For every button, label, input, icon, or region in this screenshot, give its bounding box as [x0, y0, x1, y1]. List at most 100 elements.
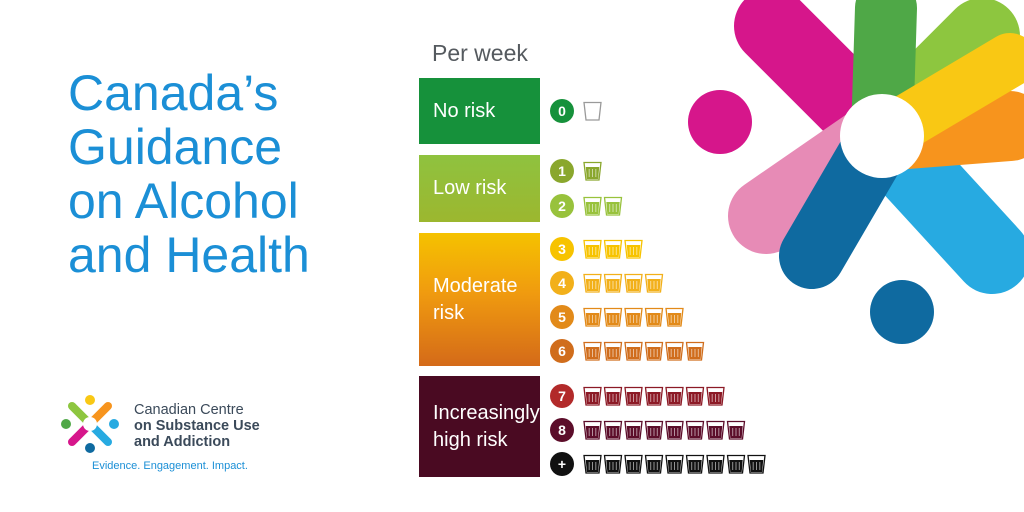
- glass-icon: [603, 239, 623, 259]
- org-name: Canadian Centre on Substance Use and Add…: [134, 402, 260, 450]
- brand-graphic: [688, 0, 1024, 344]
- glass-icon: [644, 386, 664, 406]
- glass-icon: [726, 454, 746, 474]
- glass-icon: [624, 454, 643, 474]
- org-name-line-1: Canadian Centre: [134, 402, 244, 418]
- category-label-line-2: high risk: [433, 428, 508, 451]
- headline-line-3: on Alcohol: [68, 173, 299, 229]
- headline-line-4: and Health: [68, 227, 310, 283]
- category-label-line-2: risk: [433, 301, 465, 324]
- glass-icon: [583, 239, 602, 259]
- glass-group: [583, 454, 766, 474]
- glass-icon: [603, 454, 623, 474]
- glass-icon: [644, 273, 664, 293]
- glass-icon: [624, 386, 643, 406]
- glass-icon: [706, 420, 725, 440]
- headline: Canada’s Guidance on Alcohol and Health: [68, 66, 398, 282]
- drink-count-badge: 2: [550, 194, 574, 218]
- glass-group: [583, 307, 684, 327]
- glasses: [583, 341, 706, 361]
- glass-icon: [624, 420, 643, 440]
- glass-icon: [583, 161, 602, 181]
- glass-icon: [747, 454, 766, 474]
- glass-icon: [603, 196, 623, 216]
- category-label-line-1: Moderate: [433, 274, 518, 297]
- glass-icon: [624, 239, 643, 259]
- glass-icon: [665, 454, 684, 474]
- drink-count-badge: 7: [550, 384, 574, 408]
- category-no-risk: No risk: [419, 78, 540, 144]
- headline-line-1: Canada’s: [68, 65, 279, 121]
- glass-icon: [665, 420, 684, 440]
- drink-count-badge: 1: [550, 159, 574, 183]
- glass-icon: [603, 307, 623, 327]
- glass-group: [583, 101, 602, 121]
- glass-icon: [665, 386, 684, 406]
- glasses: [583, 161, 604, 181]
- per-week-label: Per week: [432, 40, 528, 66]
- glass-icon: [644, 454, 664, 474]
- glass-group: [583, 273, 664, 293]
- glass-icon: [603, 273, 623, 293]
- glass-icon: [685, 341, 705, 361]
- category-label: Low risk: [433, 177, 507, 199]
- org-name-line-2: on Substance Use: [134, 418, 260, 434]
- glass-icon: [685, 386, 705, 406]
- org-tagline: Evidence. Engagement. Impact.: [92, 460, 248, 472]
- glasses: [583, 420, 747, 440]
- glass-icon: [624, 341, 643, 361]
- glasses: [583, 307, 686, 327]
- drink-count-badge: 8: [550, 418, 574, 442]
- glass-icon: [624, 273, 643, 293]
- drink-count-badge: +: [550, 452, 574, 476]
- glass-icon: [583, 273, 602, 293]
- glass-icon: [583, 196, 602, 216]
- glass-icon: [644, 307, 664, 327]
- category-label-line-1: Increasingly: [433, 401, 540, 424]
- glass-icon: [685, 420, 705, 440]
- glasses: [583, 454, 768, 474]
- drink-count-badge: 3: [550, 237, 574, 261]
- glass-group: [583, 341, 705, 361]
- glass-icon: [665, 307, 684, 327]
- glass-icon: [583, 386, 602, 406]
- glass-icon: [603, 420, 623, 440]
- ccsa-logo-icon: [61, 395, 119, 453]
- glass-icon: [624, 307, 643, 327]
- glasses: [583, 239, 645, 259]
- category-label: No risk: [433, 99, 496, 122]
- drink-count-badge: 6: [550, 339, 574, 363]
- glasses: [583, 101, 604, 121]
- category-low-risk: Low risk: [419, 155, 540, 222]
- glass-icon: [665, 341, 684, 361]
- glass-icon: [644, 341, 664, 361]
- glasses: [583, 273, 665, 293]
- drink-count-badge: 5: [550, 305, 574, 329]
- glass-icon: [726, 420, 746, 440]
- glass-group: [583, 420, 746, 440]
- glass-icon: [685, 454, 705, 474]
- glass-icon: [603, 386, 623, 406]
- glass-group: [583, 161, 602, 181]
- headline-line-2: Guidance: [68, 119, 283, 175]
- category-moderate-risk: Moderate risk: [419, 233, 540, 366]
- ccsa-logo-block: Canadian Centre on Substance Use and Add…: [58, 392, 298, 482]
- glass-icon: [706, 454, 725, 474]
- glass-icon: [583, 307, 602, 327]
- glass-group: [583, 239, 643, 259]
- drink-count-badge: 4: [550, 271, 574, 295]
- glass-group: [583, 386, 725, 406]
- glass-icon: [644, 420, 664, 440]
- glass-icon: [583, 454, 602, 474]
- category-increasingly-high-risk: Increasingly high risk: [419, 376, 540, 477]
- glasses: [583, 196, 624, 216]
- glass-icon: [603, 341, 623, 361]
- glasses: [583, 386, 727, 406]
- glass-icon: [583, 420, 602, 440]
- glass-icon: [583, 101, 602, 121]
- drink-count-badge: 0: [550, 99, 574, 123]
- glass-icon: [706, 386, 725, 406]
- glass-icon: [583, 341, 602, 361]
- glass-group: [583, 196, 623, 216]
- org-name-line-3: and Addiction: [134, 434, 231, 450]
